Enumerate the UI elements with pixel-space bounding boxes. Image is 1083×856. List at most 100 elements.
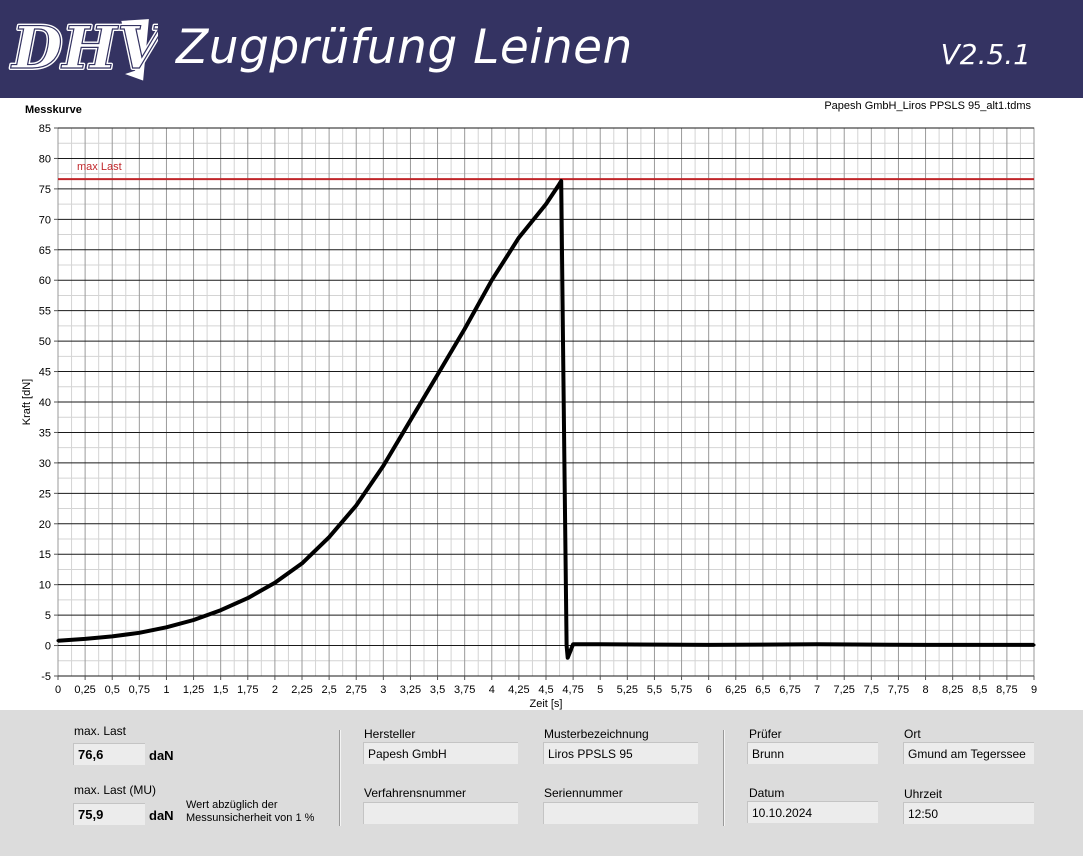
y-tick-label: 70 (39, 214, 51, 226)
series-point (707, 643, 711, 647)
x-tick-label: 8 (922, 684, 928, 696)
y-tick-label: 60 (39, 275, 51, 287)
y-axis-label: Kraft [dN] (21, 379, 33, 425)
series-point (463, 327, 467, 331)
x-tick-label: 8,75 (996, 684, 1017, 696)
series-point (300, 561, 304, 565)
chart-series (56, 179, 1036, 660)
y-tick-label: 40 (39, 397, 51, 409)
x-tick-label: 4,25 (508, 684, 529, 696)
y-tick-label: 10 (39, 580, 51, 592)
divider-2 (723, 730, 725, 826)
chart-label: Messkurve (25, 104, 82, 116)
x-tick-label: 7,5 (864, 684, 879, 696)
x-tick-label: 7,75 (888, 684, 909, 696)
x-tick-label: 8,25 (942, 684, 963, 696)
series-point (1032, 643, 1036, 647)
mu-note-line-2: Messunsicherheit von 1 % (186, 812, 315, 824)
max-last-line-label: max Last (77, 161, 122, 173)
x-tick-label: 6 (706, 684, 712, 696)
series-point (562, 461, 566, 465)
y-tick-label: 85 (39, 123, 51, 135)
y-tick-label: 50 (39, 336, 51, 348)
max-last-unit: daN (149, 748, 174, 763)
file-name: Papesh GmbH_Liros PPSLS 95_alt1.tdms (824, 100, 1031, 112)
version-label: V2.5.1 (940, 38, 1031, 71)
series-point (559, 179, 563, 183)
x-axis-ticks: 0 0,25 0,5 0,75 1 1,25 1,5 1,75 2 2,25 2,5 2,75 3 3,2… (55, 676, 1037, 696)
y-tick-label: 45 (39, 367, 51, 379)
x-tick-label: 1,75 (237, 684, 258, 696)
series-point (598, 642, 602, 646)
y-tick-label: 75 (39, 184, 51, 196)
mu-note-line-1: Wert abzüglich der (186, 799, 278, 811)
x-tick-label: 7 (814, 684, 820, 696)
musterbezeichnung-field[interactable]: Liros PPSLS 95 (543, 742, 698, 764)
svg-text:DHV: DHV (10, 14, 158, 82)
x-tick-label: 4,75 (562, 684, 583, 696)
series-point (56, 639, 60, 643)
series-point (273, 581, 277, 585)
x-tick-label: 6,75 (779, 684, 800, 696)
y-tick-label: 65 (39, 245, 51, 257)
x-tick-label: 8,5 (972, 684, 987, 696)
series-point (544, 202, 548, 206)
x-tick-label: 7,25 (834, 684, 855, 696)
series-point (83, 637, 87, 641)
x-tick-label: 2,5 (321, 684, 336, 696)
series-point (408, 418, 412, 422)
seriennummer-label: Seriennummer (544, 786, 623, 800)
y-tick-label: 20 (39, 519, 51, 531)
mu-note: Wert abzüglich der Messunsicherheit von … (186, 799, 314, 825)
max-last-label: max. Last (74, 724, 127, 738)
x-tick-label: 3 (380, 684, 386, 696)
y-tick-label: -5 (41, 671, 51, 683)
series-point (557, 183, 561, 187)
x-tick-label: 0,25 (74, 684, 95, 696)
y-tick-label: 55 (39, 306, 51, 318)
x-tick-label: 6,5 (755, 684, 770, 696)
x-tick-label: 5 (597, 684, 603, 696)
svg-text:DHV: DHV (10, 14, 158, 82)
series-point (517, 236, 521, 240)
verfahrensnummer-field[interactable] (363, 802, 518, 824)
verfahrensnummer-label: Verfahrensnummer (364, 786, 467, 800)
y-tick-label: 30 (39, 458, 51, 470)
uhrzeit-label: Uhrzeit (904, 787, 943, 801)
app-title: Zugprüfung Leinen (176, 20, 633, 75)
series-point (815, 642, 819, 646)
y-tick-label: 80 (39, 153, 51, 165)
x-tick-label: 0,75 (129, 684, 150, 696)
seriennummer-field[interactable] (543, 802, 698, 824)
datum-label: Datum (749, 786, 785, 800)
series-point (566, 656, 570, 660)
series-point (327, 535, 331, 539)
series-point (137, 631, 141, 635)
x-tick-label: 4 (489, 684, 495, 696)
info-panel: max. Last 76,6 daN max. Last (MU) 75,9 d… (0, 710, 1083, 856)
max-last-mu-unit: daN (149, 808, 174, 823)
series-point (110, 634, 114, 638)
datum-field[interactable]: 10.10.2024 (747, 801, 878, 823)
pruefer-field[interactable]: Brunn (747, 742, 878, 764)
ort-field[interactable]: Gmund am Tegerssee (903, 742, 1034, 764)
y-tick-label: 5 (45, 610, 51, 622)
ort-label: Ort (904, 727, 921, 741)
hersteller-field[interactable]: Papesh GmbH (363, 742, 518, 764)
chart-panel: 85 80 75 70 65 60 55 50 45 40 35 30 25 20 15 10 5 0 -5 0 0,… (0, 98, 1083, 710)
x-tick-label: 0 (55, 684, 61, 696)
x-tick-label: 5,75 (671, 684, 692, 696)
series-point (924, 643, 928, 647)
y-tick-label: 15 (39, 549, 51, 561)
x-tick-label: 6,25 (725, 684, 746, 696)
uhrzeit-field[interactable]: 12:50 (903, 802, 1034, 824)
series-point (560, 278, 564, 282)
series-point (354, 504, 358, 508)
x-tick-label: 5,5 (647, 684, 662, 696)
x-tick-label: 1 (163, 684, 169, 696)
x-tick-label: 3,75 (454, 684, 475, 696)
x-tick-label: 0,5 (105, 684, 120, 696)
x-axis-label: Zeit [s] (529, 698, 562, 710)
x-tick-label: 9 (1031, 684, 1037, 696)
